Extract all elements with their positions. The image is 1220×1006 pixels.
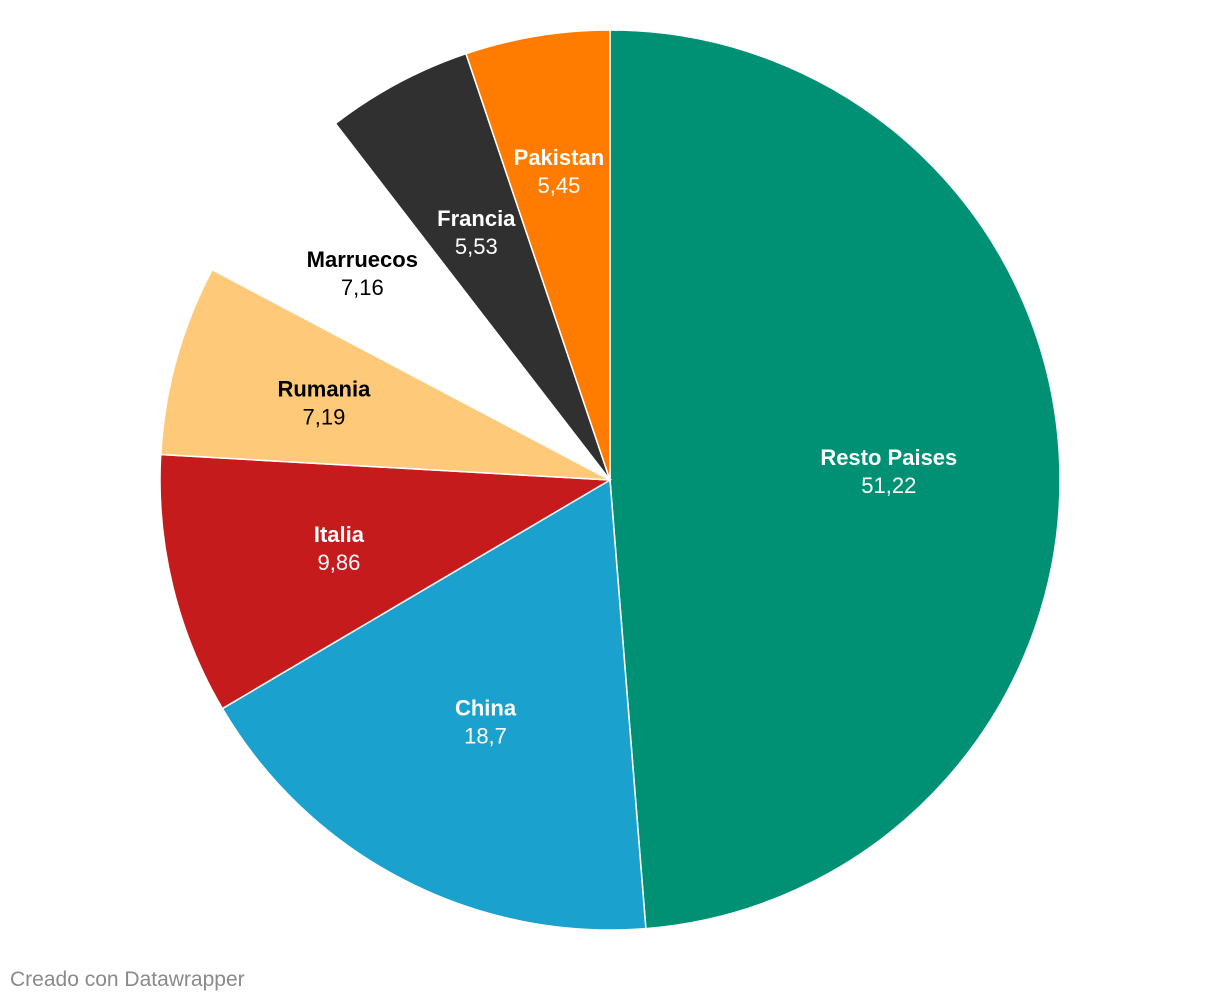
pie-slice-resto-paises[interactable] — [609, 29, 1061, 930]
slice-value-francia: 5,53 — [455, 234, 498, 259]
credit-text[interactable]: Creado con Datawrapper — [10, 968, 245, 991]
slice-value-marruecos: 7,16 — [341, 275, 384, 300]
slice-value-china: 18,7 — [464, 724, 507, 749]
slice-value-resto-paises: 51,22 — [861, 473, 916, 498]
slice-label-italia: Italia — [314, 522, 365, 547]
pie-labels: Resto Paises 51,22 China 18,7 Italia 9,86 Ruma… — [277, 145, 957, 748]
slice-label-marruecos: Marruecos — [307, 247, 418, 272]
slice-label-china: China — [455, 696, 517, 721]
pie-slices — [159, 29, 1061, 931]
slice-label-francia: Francia — [437, 206, 516, 231]
slice-label-resto-paises: Resto Paises — [820, 445, 957, 470]
slice-label-rumania: Rumania — [277, 376, 371, 401]
pie-slice-china[interactable] — [221, 478, 647, 931]
slice-value-pakistan: 5,45 — [537, 173, 580, 198]
slice-value-rumania: 7,19 — [302, 404, 345, 429]
pie-slice-italia[interactable] — [159, 453, 613, 710]
pie-chart: Resto Paises 51,22 China 18,7 Italia 9,86 Ruma… — [159, 29, 1061, 931]
pie-slice-francia[interactable] — [334, 52, 611, 481]
pie-slice-marruecos[interactable] — [211, 122, 611, 481]
slice-value-italia: 9,86 — [317, 550, 360, 575]
slice-label-pakistan: Pakistan — [514, 145, 605, 170]
pie-slice-pakistan[interactable] — [465, 29, 611, 481]
pie-slice-rumania[interactable] — [159, 268, 611, 481]
